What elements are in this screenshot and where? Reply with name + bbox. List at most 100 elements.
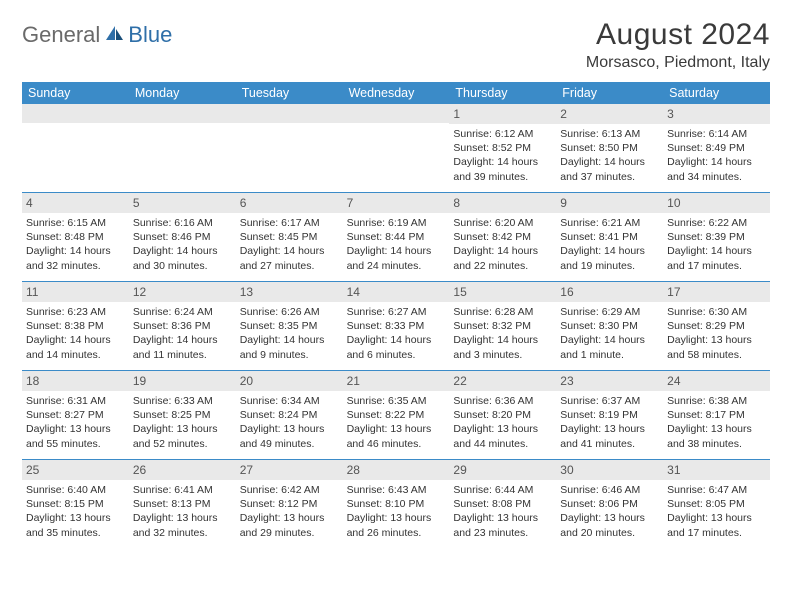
calendar-day-cell: 2 Sunrise: 6:13 AMSunset: 8:50 PMDaylight… bbox=[556, 104, 663, 192]
day-info: Sunrise: 6:17 AMSunset: 8:45 PMDaylight:… bbox=[239, 216, 340, 273]
day-number: 2 bbox=[556, 104, 663, 124]
day-info: Sunrise: 6:21 AMSunset: 8:41 PMDaylight:… bbox=[559, 216, 660, 273]
day-number: 29 bbox=[449, 460, 556, 480]
day-number: 7 bbox=[343, 193, 450, 213]
day-info: Sunrise: 6:36 AMSunset: 8:20 PMDaylight:… bbox=[452, 394, 553, 451]
page-title: August 2024 bbox=[586, 18, 770, 52]
day-number: 25 bbox=[22, 460, 129, 480]
day-number: 3 bbox=[663, 104, 770, 124]
logo-text-general: General bbox=[22, 22, 100, 48]
calendar-week-row: 1 Sunrise: 6:12 AMSunset: 8:52 PMDaylight… bbox=[22, 104, 770, 193]
calendar-day-cell: 12Sunrise: 6:24 AMSunset: 8:36 PMDayligh… bbox=[129, 282, 236, 370]
day-info: Sunrise: 6:35 AMSunset: 8:22 PMDaylight:… bbox=[346, 394, 447, 451]
calendar-day-cell: 9 Sunrise: 6:21 AMSunset: 8:41 PMDaylight… bbox=[556, 193, 663, 281]
calendar-header-cell: Thursday bbox=[449, 82, 556, 104]
calendar-day-cell: 20 Sunrise: 6:34 AMSunset: 8:24 PMDayligh… bbox=[236, 371, 343, 459]
day-number bbox=[22, 104, 129, 123]
day-number: 16 bbox=[556, 282, 663, 302]
calendar-empty-cell bbox=[22, 104, 129, 192]
logo-sail-icon bbox=[104, 24, 126, 47]
calendar-day-cell: 1 Sunrise: 6:12 AMSunset: 8:52 PMDaylight… bbox=[449, 104, 556, 192]
day-info: Sunrise: 6:12 AMSunset: 8:52 PMDaylight:… bbox=[452, 127, 553, 184]
day-number: 26 bbox=[129, 460, 236, 480]
day-info: Sunrise: 6:46 AMSunset: 8:06 PMDaylight:… bbox=[559, 483, 660, 540]
day-info: Sunrise: 6:23 AMSunset: 8:38 PMDaylight:… bbox=[25, 305, 126, 362]
location: Morsasco, Piedmont, Italy bbox=[586, 54, 770, 72]
calendar-week-row: 4 Sunrise: 6:15 AMSunset: 8:48 PMDaylight… bbox=[22, 193, 770, 282]
calendar-day-cell: 17Sunrise: 6:30 AMSunset: 8:29 PMDayligh… bbox=[663, 282, 770, 370]
calendar-day-cell: 16 Sunrise: 6:29 AMSunset: 8:30 PMDayligh… bbox=[556, 282, 663, 370]
day-number: 23 bbox=[556, 371, 663, 391]
calendar-day-cell: 22 Sunrise: 6:36 AMSunset: 8:20 PMDayligh… bbox=[449, 371, 556, 459]
day-info: Sunrise: 6:19 AMSunset: 8:44 PMDaylight:… bbox=[346, 216, 447, 273]
calendar-day-cell: 15 Sunrise: 6:28 AMSunset: 8:32 PMDayligh… bbox=[449, 282, 556, 370]
header: General Blue August 2024 Morsasco, Piedm… bbox=[22, 18, 770, 72]
day-info: Sunrise: 6:20 AMSunset: 8:42 PMDaylight:… bbox=[452, 216, 553, 273]
day-number bbox=[343, 104, 450, 123]
day-number: 6 bbox=[236, 193, 343, 213]
day-info: Sunrise: 6:27 AMSunset: 8:33 PMDaylight:… bbox=[346, 305, 447, 362]
day-info: Sunrise: 6:33 AMSunset: 8:25 PMDaylight:… bbox=[132, 394, 233, 451]
calendar-day-cell: 8 Sunrise: 6:20 AMSunset: 8:42 PMDaylight… bbox=[449, 193, 556, 281]
day-info: Sunrise: 6:41 AMSunset: 8:13 PMDaylight:… bbox=[132, 483, 233, 540]
calendar-header-row: SundayMondayTuesdayWednesdayThursdayFrid… bbox=[22, 82, 770, 104]
day-number: 20 bbox=[236, 371, 343, 391]
title-block: August 2024 Morsasco, Piedmont, Italy bbox=[586, 18, 770, 72]
logo: General Blue bbox=[22, 22, 172, 48]
day-info: Sunrise: 6:28 AMSunset: 8:32 PMDaylight:… bbox=[452, 305, 553, 362]
calendar-header-cell: Monday bbox=[129, 82, 236, 104]
day-number: 21 bbox=[343, 371, 450, 391]
day-info: Sunrise: 6:44 AMSunset: 8:08 PMDaylight:… bbox=[452, 483, 553, 540]
calendar-day-cell: 26 Sunrise: 6:41 AMSunset: 8:13 PMDayligh… bbox=[129, 460, 236, 548]
calendar-header-cell: Sunday bbox=[22, 82, 129, 104]
calendar-day-cell: 29 Sunrise: 6:44 AMSunset: 8:08 PMDayligh… bbox=[449, 460, 556, 548]
calendar-day-cell: 3Sunrise: 6:14 AMSunset: 8:49 PMDaylight… bbox=[663, 104, 770, 192]
calendar-header-cell: Saturday bbox=[663, 82, 770, 104]
day-number: 13 bbox=[236, 282, 343, 302]
day-number: 8 bbox=[449, 193, 556, 213]
calendar-week-row: 11 Sunrise: 6:23 AMSunset: 8:38 PMDayligh… bbox=[22, 282, 770, 371]
calendar-day-cell: 28Sunrise: 6:43 AMSunset: 8:10 PMDayligh… bbox=[343, 460, 450, 548]
calendar-day-cell: 21 Sunrise: 6:35 AMSunset: 8:22 PMDayligh… bbox=[343, 371, 450, 459]
calendar: SundayMondayTuesdayWednesdayThursdayFrid… bbox=[22, 82, 770, 548]
day-info: Sunrise: 6:34 AMSunset: 8:24 PMDaylight:… bbox=[239, 394, 340, 451]
calendar-day-cell: 30 Sunrise: 6:46 AMSunset: 8:06 PMDayligh… bbox=[556, 460, 663, 548]
calendar-header-cell: Wednesday bbox=[343, 82, 450, 104]
day-info: Sunrise: 6:26 AMSunset: 8:35 PMDaylight:… bbox=[239, 305, 340, 362]
day-number: 22 bbox=[449, 371, 556, 391]
day-number: 9 bbox=[556, 193, 663, 213]
calendar-day-cell: 14Sunrise: 6:27 AMSunset: 8:33 PMDayligh… bbox=[343, 282, 450, 370]
day-info: Sunrise: 6:37 AMSunset: 8:19 PMDaylight:… bbox=[559, 394, 660, 451]
day-number: 27 bbox=[236, 460, 343, 480]
calendar-day-cell: 13 Sunrise: 6:26 AMSunset: 8:35 PMDayligh… bbox=[236, 282, 343, 370]
calendar-day-cell: 4 Sunrise: 6:15 AMSunset: 8:48 PMDaylight… bbox=[22, 193, 129, 281]
day-number: 31 bbox=[663, 460, 770, 480]
calendar-day-cell: 19Sunrise: 6:33 AMSunset: 8:25 PMDayligh… bbox=[129, 371, 236, 459]
calendar-header-cell: Friday bbox=[556, 82, 663, 104]
day-number: 1 bbox=[449, 104, 556, 124]
calendar-day-cell: 7 Sunrise: 6:19 AMSunset: 8:44 PMDaylight… bbox=[343, 193, 450, 281]
calendar-week-row: 18Sunrise: 6:31 AMSunset: 8:27 PMDayligh… bbox=[22, 371, 770, 460]
calendar-empty-cell bbox=[343, 104, 450, 192]
calendar-day-cell: 11 Sunrise: 6:23 AMSunset: 8:38 PMDayligh… bbox=[22, 282, 129, 370]
calendar-day-cell: 5Sunrise: 6:16 AMSunset: 8:46 PMDaylight… bbox=[129, 193, 236, 281]
day-info: Sunrise: 6:13 AMSunset: 8:50 PMDaylight:… bbox=[559, 127, 660, 184]
day-number: 11 bbox=[22, 282, 129, 302]
day-number: 30 bbox=[556, 460, 663, 480]
day-number: 28 bbox=[343, 460, 450, 480]
day-info: Sunrise: 6:29 AMSunset: 8:30 PMDaylight:… bbox=[559, 305, 660, 362]
day-info: Sunrise: 6:24 AMSunset: 8:36 PMDaylight:… bbox=[132, 305, 233, 362]
day-info: Sunrise: 6:31 AMSunset: 8:27 PMDaylight:… bbox=[25, 394, 126, 451]
day-number bbox=[129, 104, 236, 123]
calendar-day-cell: 23 Sunrise: 6:37 AMSunset: 8:19 PMDayligh… bbox=[556, 371, 663, 459]
day-number bbox=[236, 104, 343, 123]
calendar-day-cell: 31Sunrise: 6:47 AMSunset: 8:05 PMDayligh… bbox=[663, 460, 770, 548]
day-number: 15 bbox=[449, 282, 556, 302]
calendar-day-cell: 25Sunrise: 6:40 AMSunset: 8:15 PMDayligh… bbox=[22, 460, 129, 548]
day-info: Sunrise: 6:16 AMSunset: 8:46 PMDaylight:… bbox=[132, 216, 233, 273]
day-number: 4 bbox=[22, 193, 129, 213]
day-info: Sunrise: 6:22 AMSunset: 8:39 PMDaylight:… bbox=[666, 216, 767, 273]
day-number: 10 bbox=[663, 193, 770, 213]
calendar-day-cell: 24Sunrise: 6:38 AMSunset: 8:17 PMDayligh… bbox=[663, 371, 770, 459]
day-info: Sunrise: 6:15 AMSunset: 8:48 PMDaylight:… bbox=[25, 216, 126, 273]
